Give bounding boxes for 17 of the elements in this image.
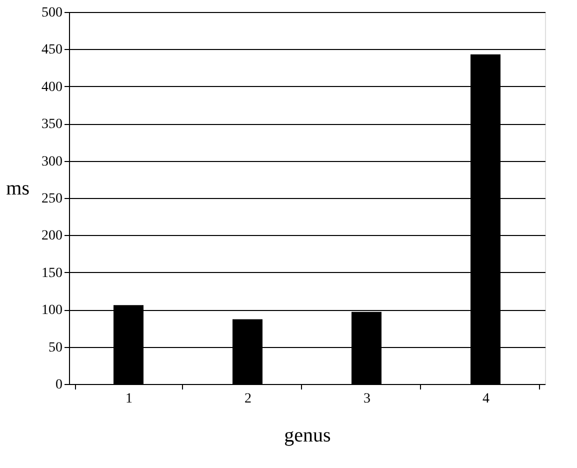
y-tick-label: 300 (42, 154, 62, 170)
y-tick-label: 200 (42, 228, 62, 244)
y-tick-label: 100 (42, 303, 62, 318)
y-axis-title: ms (6, 178, 30, 200)
x-tick-label: 2 (244, 392, 252, 406)
y-tick-label: 50 (48, 340, 62, 356)
x-tick-label: 4 (482, 392, 490, 406)
x-tick-label: 1 (126, 392, 132, 406)
y-tick-label: 500 (42, 6, 62, 20)
y-tick-label: 250 (42, 192, 62, 206)
y-tick-label: 150 (42, 266, 62, 281)
y-tick-label: 400 (42, 80, 62, 95)
x-axis-title: genus (284, 424, 332, 446)
y-tick-label: 0 (56, 378, 62, 392)
y-tick-label: 450 (42, 42, 62, 58)
y-tick-label: 350 (42, 117, 62, 132)
x-tick-label: 3 (364, 392, 370, 406)
